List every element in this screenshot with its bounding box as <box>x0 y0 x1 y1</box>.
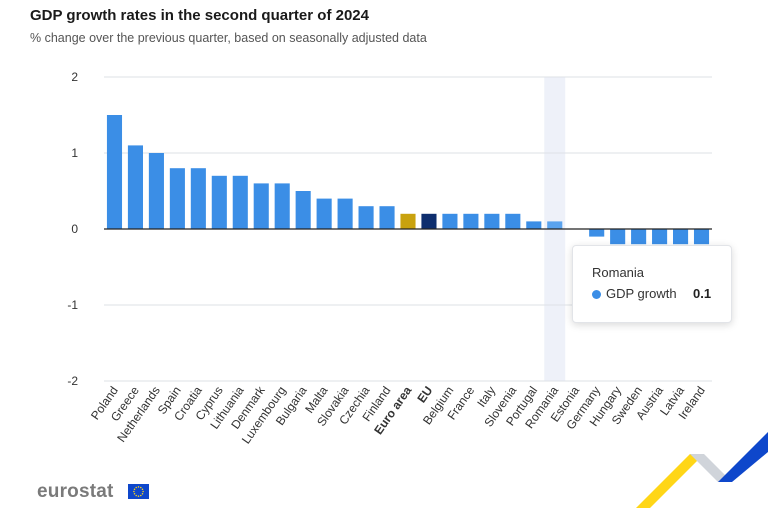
decorative-stripes <box>636 432 768 508</box>
bar <box>589 229 605 237</box>
bar <box>442 213 458 229</box>
series-dot-icon <box>592 290 601 299</box>
bar <box>652 229 668 245</box>
bar <box>274 183 290 229</box>
bar <box>316 198 332 229</box>
bar <box>673 229 689 245</box>
tooltip-value: 0.1 <box>693 286 712 301</box>
bar <box>379 206 395 229</box>
tooltip-title: Romania <box>592 265 645 280</box>
yellow-stripe-shape <box>636 454 704 508</box>
bar <box>505 213 521 229</box>
y-tick-label: 1 <box>71 146 78 160</box>
blue-stripe-shape <box>718 432 768 482</box>
eurostat-logo: eurostat <box>37 481 114 502</box>
grey-stripe-shape <box>690 454 732 482</box>
bar <box>148 153 164 229</box>
chart-tooltip: Romania GDP growth 0.1 <box>572 245 732 323</box>
bar <box>610 229 626 245</box>
bar <box>211 175 227 229</box>
bar <box>169 168 185 229</box>
bar <box>127 145 143 229</box>
bar <box>337 198 353 229</box>
bar <box>547 221 563 229</box>
bar <box>106 115 123 229</box>
y-tick-label: 0 <box>71 222 78 236</box>
eu-flag-icon <box>128 484 149 499</box>
chart-title: GDP growth rates in the second quarter o… <box>30 7 369 24</box>
chart-subtitle: % change over the previous quarter, base… <box>30 31 427 45</box>
bar <box>190 168 206 229</box>
bar <box>232 175 248 229</box>
bar <box>421 213 437 229</box>
bar <box>693 229 710 245</box>
y-tick-label: -1 <box>67 298 78 312</box>
bar <box>526 221 542 229</box>
bar <box>463 213 479 229</box>
bar <box>631 229 647 245</box>
y-tick-label: -2 <box>67 374 78 388</box>
bar <box>484 213 500 229</box>
y-tick-label: 2 <box>71 70 78 84</box>
bar <box>295 191 311 229</box>
tooltip-series-label: GDP growth <box>606 286 677 301</box>
bar <box>400 213 416 229</box>
bar <box>358 206 374 229</box>
bar <box>253 183 269 229</box>
